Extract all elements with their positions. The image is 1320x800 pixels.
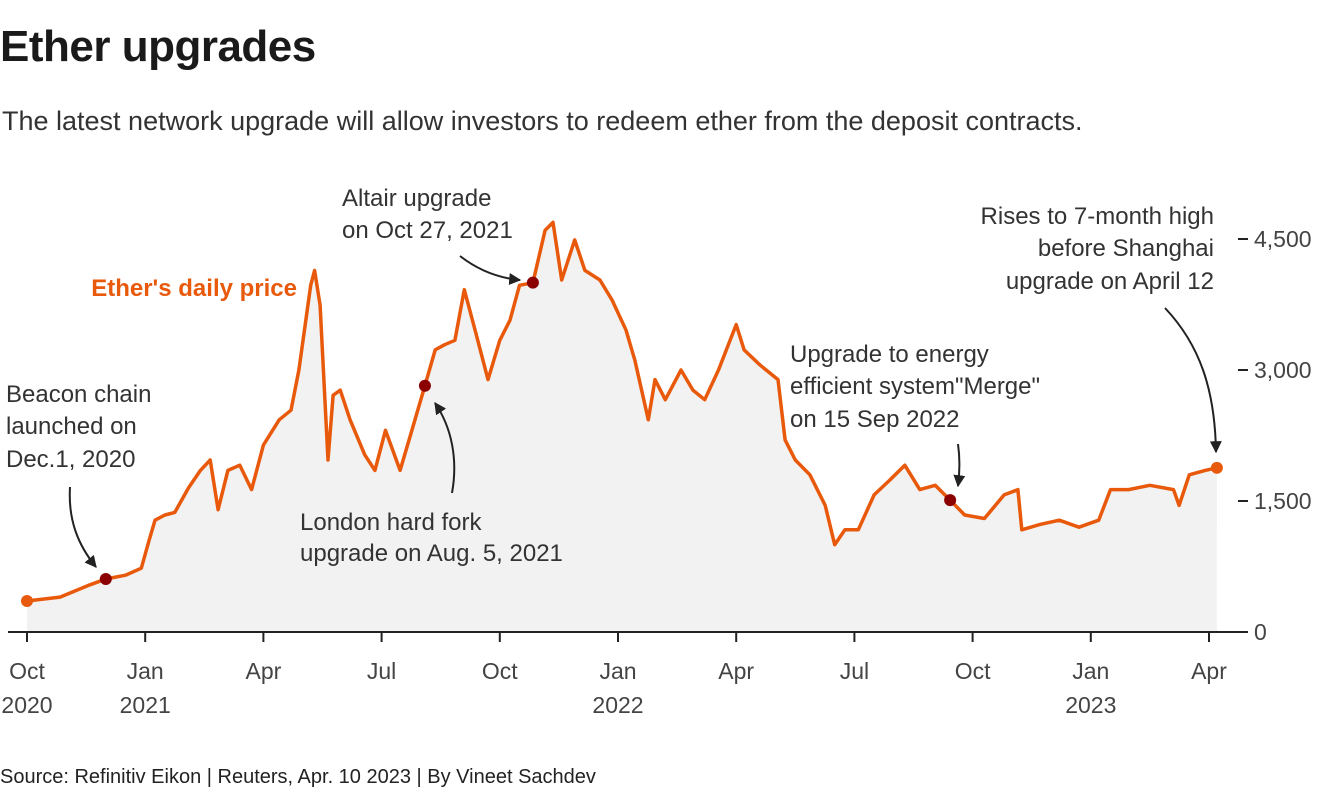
marker-event xyxy=(99,572,112,585)
x-tick-label: Jan xyxy=(127,658,164,684)
x-tick-year: 2020 xyxy=(1,692,52,718)
x-tick-label: Jan xyxy=(599,658,636,684)
svg-text:upgrade on April 12: upgrade on April 12 xyxy=(1006,268,1214,295)
annotation-london-fork: London hard fork upgrade on Aug. 5, 2021 xyxy=(300,509,563,567)
series-label: Ether's daily price xyxy=(91,275,297,302)
svg-text:Dec.1, 2020: Dec.1, 2020 xyxy=(6,446,135,473)
y-tick-label: 1,500 xyxy=(1254,488,1312,514)
marker-end xyxy=(1210,461,1223,474)
x-tick-label: Oct xyxy=(955,658,991,684)
price-line xyxy=(26,220,1218,603)
x-tick-label: Jul xyxy=(367,658,396,684)
marker-event xyxy=(526,276,539,289)
svg-text:Beacon chain: Beacon chain xyxy=(6,381,151,408)
annotation-shanghai: Rises to 7-month high before Shanghai up… xyxy=(981,203,1214,295)
marker-event xyxy=(944,494,957,507)
x-tick-label: Oct xyxy=(9,658,45,684)
x-tick-label: Apr xyxy=(1191,658,1227,684)
arrow-london xyxy=(434,402,456,494)
arrow-merge xyxy=(953,443,966,488)
x-tick-year: 2022 xyxy=(592,692,643,718)
svg-text:efficient system"Merge": efficient system"Merge" xyxy=(790,373,1040,400)
y-tick-label: 0 xyxy=(1254,619,1267,645)
marker-start xyxy=(21,594,33,607)
x-tick-label: Oct xyxy=(482,658,518,684)
y-tick-label: 3,000 xyxy=(1254,357,1312,383)
chart-title: Ether upgrades xyxy=(0,22,316,71)
x-tick-label: Apr xyxy=(246,658,282,684)
arrow-altair xyxy=(459,255,522,285)
svg-text:upgrade on Aug. 5, 2021: upgrade on Aug. 5, 2021 xyxy=(300,540,563,567)
source-note: Source: Refinitiv Eikon | Reuters, Apr. … xyxy=(0,766,596,788)
annotation-arrows xyxy=(68,255,1222,568)
arrow-shanghai xyxy=(1164,307,1222,454)
annotation-merge: Upgrade to energy efficient system"Merge… xyxy=(790,341,1040,433)
price-chart: Oct 2020 Jan 2021 Apr Jul Oct Jan 2022 Apr Jul Oct J… xyxy=(1,185,1312,718)
annotation-beacon-chain: Beacon chain launched on Dec.1, 2020 xyxy=(6,381,151,473)
x-tick-label: Apr xyxy=(718,658,754,684)
svg-text:Upgrade to energy: Upgrade to energy xyxy=(790,341,989,368)
x-tick-year: 2023 xyxy=(1065,692,1116,718)
svg-text:on Oct 27, 2021: on Oct 27, 2021 xyxy=(342,217,513,244)
marker-event xyxy=(418,379,431,392)
svg-text:Rises to 7-month high: Rises to 7-month high xyxy=(981,203,1214,230)
svg-text:London hard fork: London hard fork xyxy=(300,509,482,536)
svg-text:Altair upgrade: Altair upgrade xyxy=(342,185,491,212)
x-tick-label: Jan xyxy=(1072,658,1109,684)
annotation-altair: Altair upgrade on Oct 27, 2021 xyxy=(342,185,513,244)
arrow-beacon xyxy=(68,486,97,568)
y-tick-label: 4,500 xyxy=(1254,226,1312,252)
chart-subtitle: The latest network upgrade will allow in… xyxy=(2,106,1083,136)
price-area xyxy=(27,222,1217,632)
svg-text:before Shanghai: before Shanghai xyxy=(1038,235,1214,262)
x-tick-label: Jul xyxy=(840,658,869,684)
svg-text:on 15 Sep 2022: on 15 Sep 2022 xyxy=(790,406,960,433)
svg-text:launched on: launched on xyxy=(6,413,137,440)
x-tick-year: 2021 xyxy=(120,692,171,718)
